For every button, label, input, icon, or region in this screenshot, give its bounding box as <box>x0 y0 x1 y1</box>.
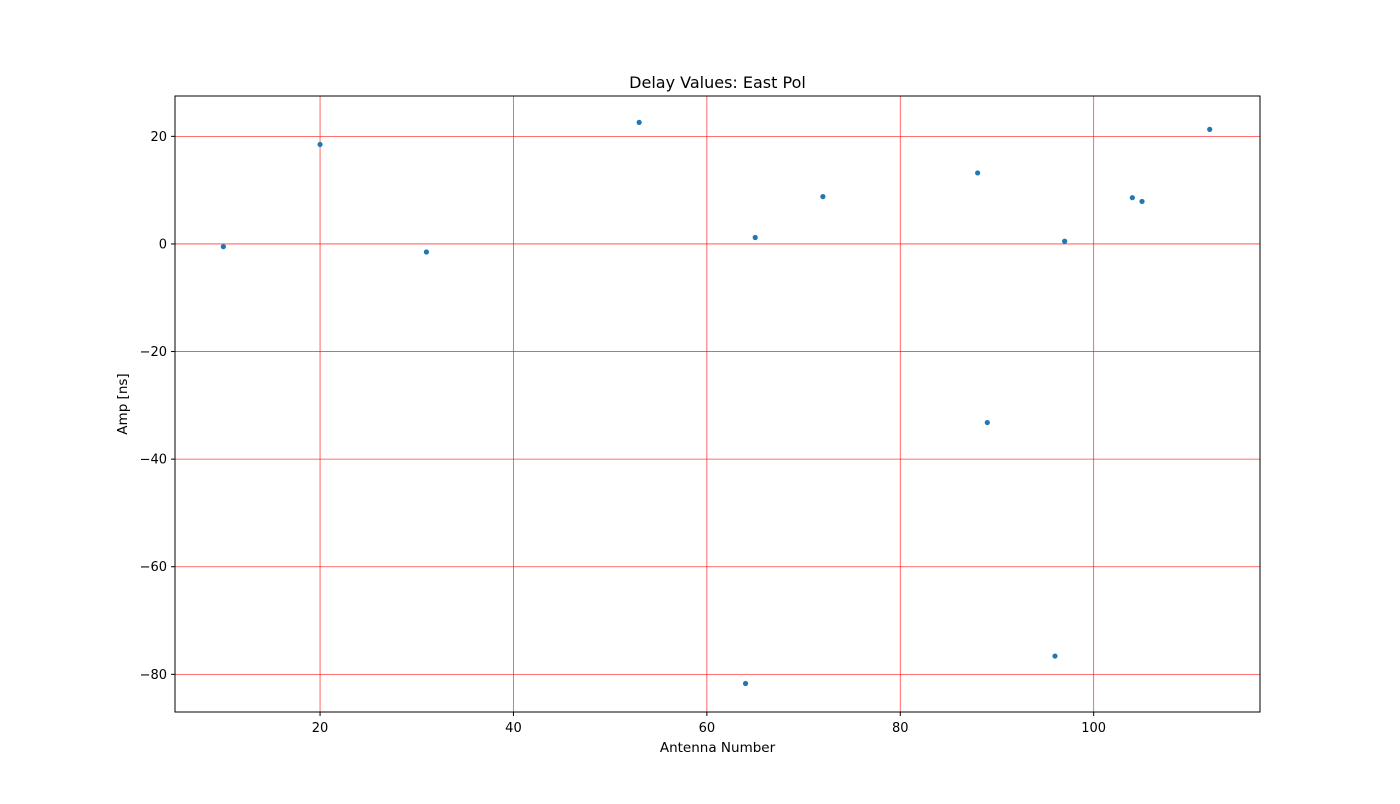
data-point <box>742 680 749 687</box>
data-point <box>1139 198 1145 205</box>
y-tick-label: −40 <box>140 453 167 468</box>
data-point <box>1207 126 1213 132</box>
y-tick-label: −80 <box>140 668 167 683</box>
data-point <box>220 244 226 250</box>
data-point <box>975 170 981 176</box>
chart-title: Delay Values: East Pol <box>629 73 806 92</box>
axis-ticks: 20 40 60 80 100 20 0 −20 −40 −60 −80 <box>140 130 1107 736</box>
x-axis-label: Antenna Number <box>660 740 776 756</box>
y-tick-label: 20 <box>150 130 167 145</box>
data-point <box>752 234 758 241</box>
x-tick-label: 40 <box>505 721 522 736</box>
data-point <box>820 194 826 200</box>
data-points <box>220 119 1213 687</box>
y-tick-label: 0 <box>159 237 167 252</box>
data-point <box>423 249 430 255</box>
data-point <box>636 119 642 125</box>
data-point <box>984 419 990 426</box>
data-point <box>1129 195 1135 201</box>
plot-frame <box>174 95 1261 713</box>
grid-lines <box>175 96 1260 712</box>
x-tick-label: 20 <box>312 721 329 736</box>
y-axis-label: Amp [ns] <box>115 373 131 434</box>
x-tick-label: 80 <box>892 721 909 736</box>
y-tick-label: −20 <box>140 345 167 360</box>
data-point <box>317 141 323 148</box>
data-point <box>1052 653 1058 659</box>
x-tick-label: 100 <box>1081 721 1106 736</box>
y-tick-label: −60 <box>140 560 167 575</box>
data-point <box>1062 238 1068 244</box>
x-tick-label: 60 <box>699 721 716 736</box>
